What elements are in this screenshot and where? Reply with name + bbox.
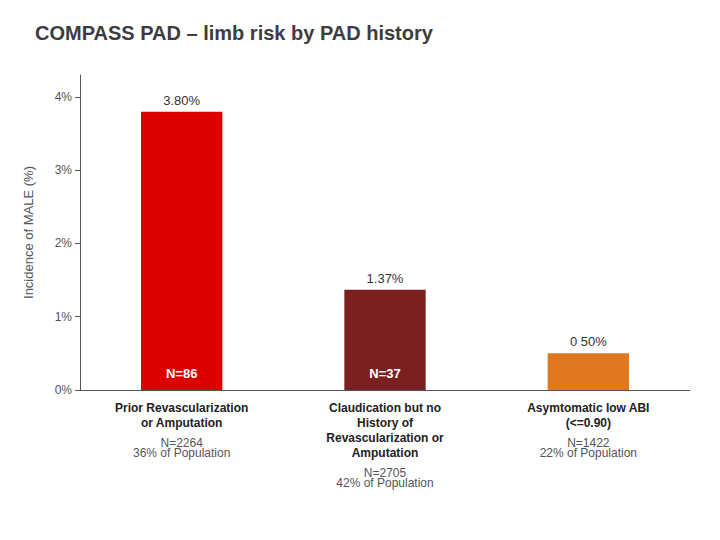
svg-text:N=2264: N=2264 xyxy=(160,435,203,450)
svg-text:Claudication but no: Claudication but no xyxy=(329,401,441,415)
svg-text:Amputation: Amputation xyxy=(352,446,419,460)
svg-text:3%: 3% xyxy=(55,163,73,177)
svg-text:Incidence of MALE (%): Incidence of MALE (%) xyxy=(21,166,36,299)
svg-text:History of: History of xyxy=(357,416,414,430)
svg-text:Revascularization or: Revascularization or xyxy=(326,431,444,445)
svg-text:2%: 2% xyxy=(55,236,73,250)
svg-text:COMPASS PAD – limb risk by PAD: COMPASS PAD – limb risk by PAD history xyxy=(35,22,434,44)
svg-text:0 50%: 0 50% xyxy=(570,334,607,349)
svg-text:N=86: N=86 xyxy=(166,366,197,381)
svg-text:1.37%: 1.37% xyxy=(367,271,404,286)
svg-text:(<=0.90): (<=0.90) xyxy=(566,416,611,430)
svg-text:1%: 1% xyxy=(55,310,73,324)
svg-text:Prior Revascularization: Prior Revascularization xyxy=(115,401,248,415)
svg-text:N=37: N=37 xyxy=(369,366,400,381)
svg-text:36% of Population: 36% of Population xyxy=(133,446,230,460)
svg-text:22% of Population: 22% of Population xyxy=(540,446,637,460)
svg-text:N=2705: N=2705 xyxy=(363,465,407,480)
svg-text:3.80%: 3.80% xyxy=(163,93,200,108)
svg-text:or Amputation: or Amputation xyxy=(141,416,223,430)
svg-text:4%: 4% xyxy=(55,90,73,104)
svg-text:0%: 0% xyxy=(55,383,73,397)
svg-text:N=1422: N=1422 xyxy=(567,435,610,450)
svg-text:Asymtomatic low ABI: Asymtomatic low ABI xyxy=(527,401,649,415)
svg-text:42% of Population: 42% of Population xyxy=(336,476,433,490)
